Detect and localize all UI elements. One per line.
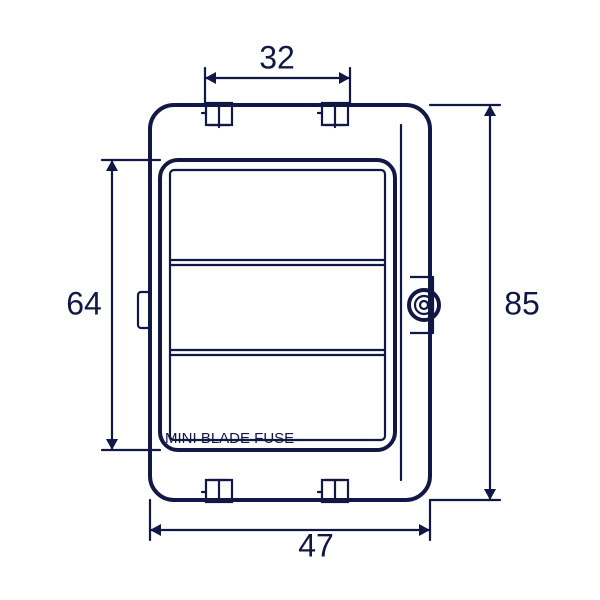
dim-bottom: 47 bbox=[298, 527, 334, 563]
label-mini-blade-fuse: MINI BLADE FUSE bbox=[165, 430, 294, 447]
dim-left: 64 bbox=[66, 285, 102, 321]
technical-drawing: 32 64 85 47 MINI BLADE FUSE bbox=[0, 0, 600, 600]
dim-top: 32 bbox=[259, 39, 295, 75]
dim-right: 85 bbox=[504, 285, 540, 321]
